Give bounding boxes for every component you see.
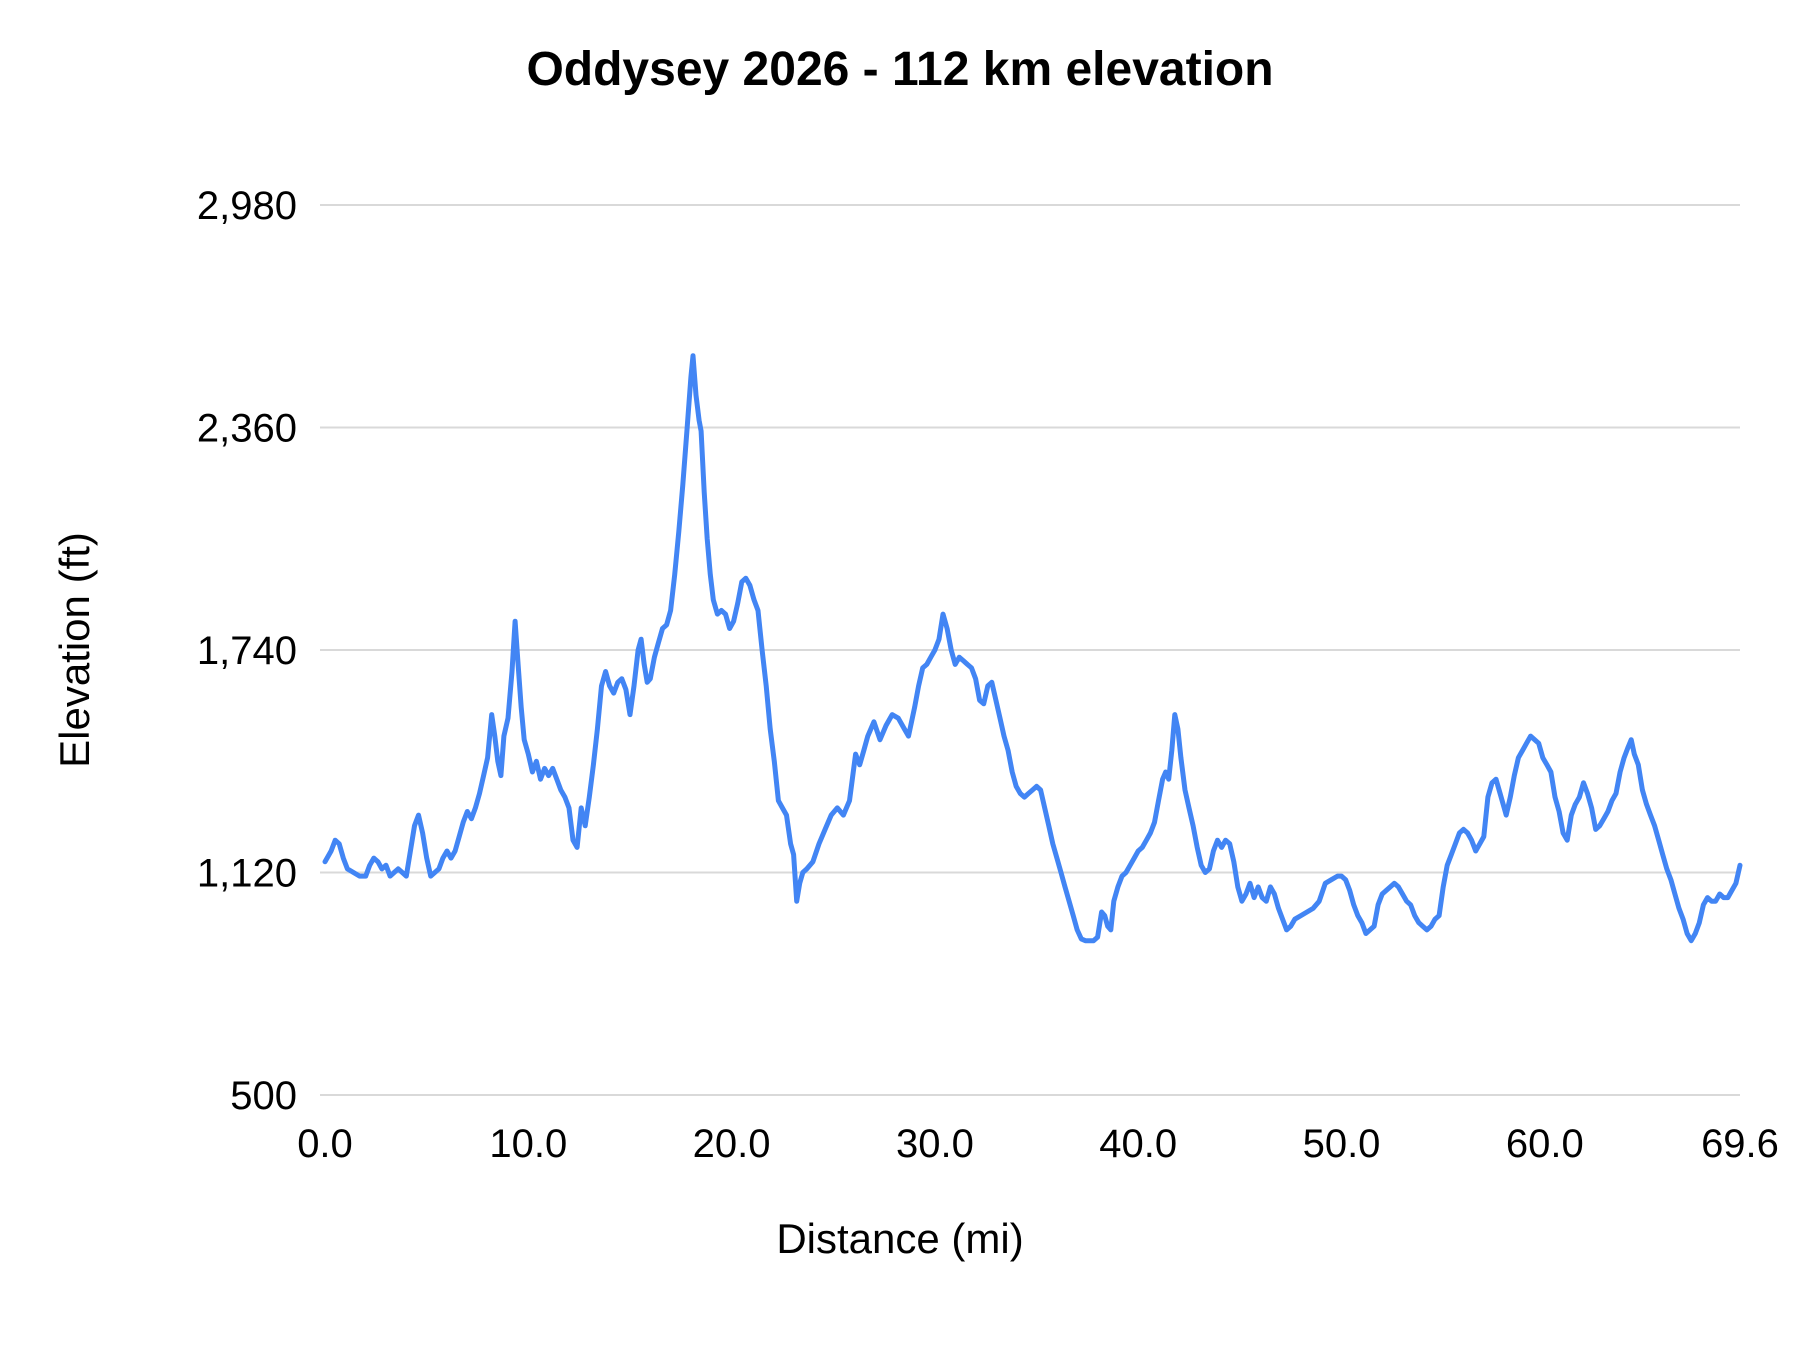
x-tick-label: 60.0 xyxy=(1506,1122,1584,1166)
chart-title: Oddysey 2026 - 112 km elevation xyxy=(526,43,1274,96)
x-tick-label: 30.0 xyxy=(896,1122,974,1166)
x-tick-label: 20.0 xyxy=(693,1122,771,1166)
elevation-line xyxy=(322,353,1743,944)
x-tick-label: 69.6 xyxy=(1701,1122,1779,1166)
x-tick-label: 40.0 xyxy=(1099,1122,1177,1166)
x-axis-title: Distance (mi) xyxy=(776,1215,1024,1262)
x-tick-label: 0.0 xyxy=(297,1122,353,1166)
x-tick-label: 50.0 xyxy=(1303,1122,1381,1166)
y-axis-title: Elevation (ft) xyxy=(51,532,98,768)
y-tick-label: 1,740 xyxy=(197,629,297,673)
y-tick-label: 1,120 xyxy=(197,852,297,896)
y-tick-label: 500 xyxy=(230,1074,297,1118)
y-tick-label: 2,360 xyxy=(197,407,297,451)
y-tick-label: 2,980 xyxy=(197,184,297,228)
x-tick-label: 10.0 xyxy=(489,1122,567,1166)
